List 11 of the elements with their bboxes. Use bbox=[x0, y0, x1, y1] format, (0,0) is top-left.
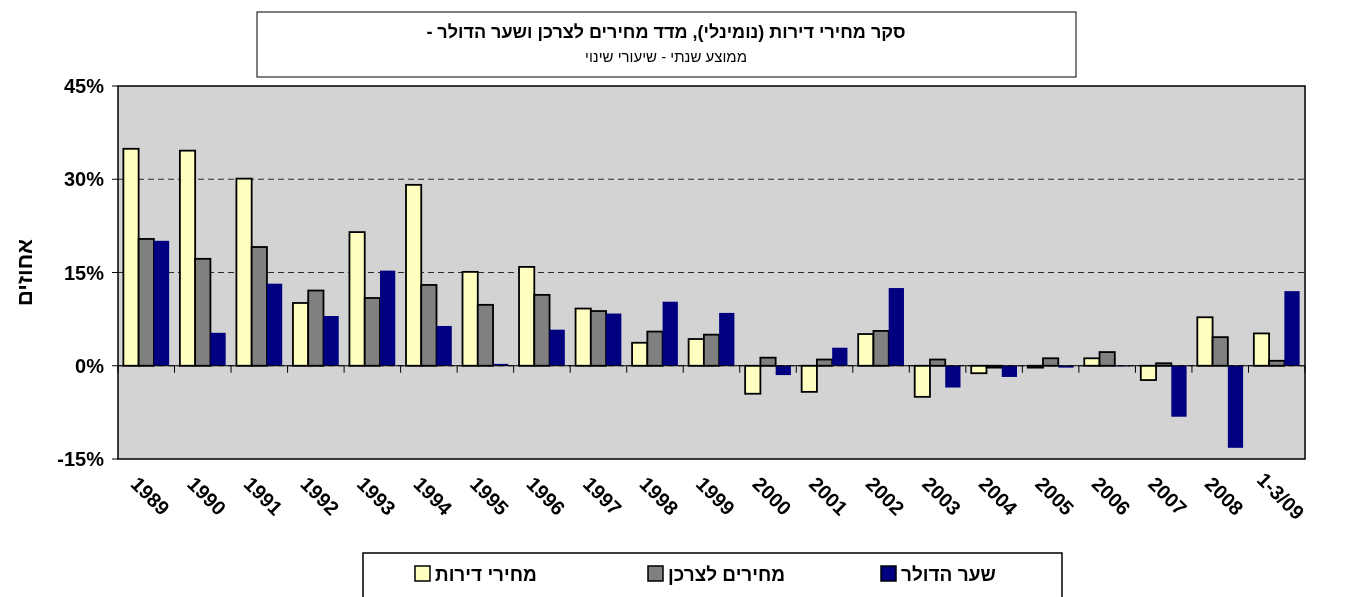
y-tick-label: 45% bbox=[63, 75, 105, 97]
y-tick-label: 15% bbox=[63, 261, 105, 284]
legend-label: מחירים לצרכן bbox=[668, 564, 786, 585]
y-axis-title: אחוזים bbox=[12, 238, 37, 307]
y-tick-label: 30% bbox=[63, 168, 105, 191]
y-tick-label: -15% bbox=[57, 448, 105, 470]
legend-label: שער הדולר bbox=[901, 564, 996, 585]
y-tick-label: 0% bbox=[75, 354, 105, 377]
legend-label: מחירי דירות bbox=[435, 564, 537, 585]
chart-subtitle: ממוצע שנתי - שיעורי שינוי bbox=[585, 48, 747, 65]
chart-title: סקר מחירי דירות (נומינלי), מדד מחירים לצרכן ושער הדולר - bbox=[426, 22, 906, 42]
